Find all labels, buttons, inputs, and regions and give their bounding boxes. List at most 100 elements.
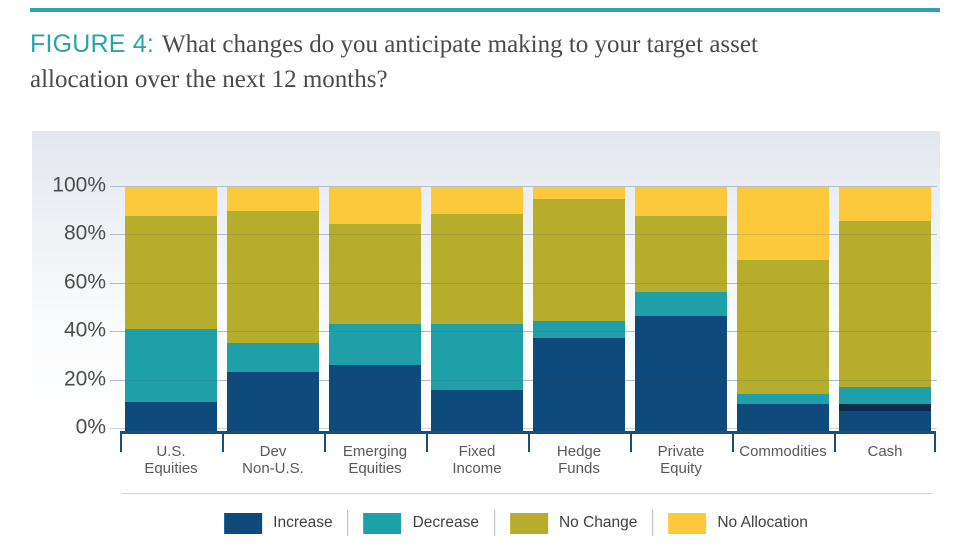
bar-segment-no-allocation — [431, 187, 523, 214]
legend-divider-line — [122, 493, 932, 494]
legend-item-increase: Increase — [224, 512, 333, 534]
category-label: Private Equity — [630, 443, 732, 477]
category-label-line: Hedge — [556, 443, 602, 460]
bar-segment-increase — [635, 316, 727, 431]
chart-legend: Increase Decrease No Change No Allocation — [224, 505, 808, 541]
category-label-line: Income — [452, 460, 502, 477]
legend-label: Increase — [273, 514, 333, 531]
gridline-overlay-100 — [110, 186, 937, 187]
bar-segment-increase — [533, 338, 625, 431]
bar-segment-no-allocation — [125, 187, 217, 217]
x-axis-tick — [834, 431, 836, 452]
gridline-overlay-80 — [110, 234, 937, 236]
figure-label: FIGURE 4: — [30, 30, 155, 58]
category-label-line: Cash — [867, 443, 903, 460]
y-axis-tick-label: 0% — [75, 415, 106, 439]
bar-segment-no-allocation — [839, 187, 931, 222]
gridline-overlay-20 — [110, 379, 937, 381]
category-label-line: Equities — [348, 460, 402, 477]
bar-segment-decrease — [533, 321, 625, 339]
bar-segment-no-change — [737, 260, 829, 395]
gridline-0 — [110, 428, 937, 429]
bar-segment-increase — [329, 365, 421, 431]
legend-swatch — [224, 512, 263, 534]
x-axis-tick — [222, 431, 224, 452]
bar-segment-no-allocation — [329, 187, 421, 224]
category-label-line: Non-U.S. — [242, 460, 304, 477]
bar-segment-increase — [227, 372, 319, 431]
y-axis-tick-label: 100% — [52, 173, 106, 197]
x-axis-tick — [934, 431, 936, 452]
bar-segment-no-allocation — [533, 187, 625, 200]
bar-segment-no-allocation — [635, 187, 727, 217]
legend-separator — [347, 510, 349, 536]
category-label-line: Private — [657, 443, 705, 460]
bar-segment-no-change — [125, 216, 217, 329]
bar-segment-no-change — [635, 216, 727, 292]
bar-segment-no-change — [431, 213, 523, 324]
legend-item-decrease: Decrease — [363, 512, 479, 534]
accent-top-rule — [30, 8, 940, 12]
bar-segment-no-change — [839, 221, 931, 388]
category-label-line: Equities — [144, 460, 198, 477]
y-axis-tick-label: 60% — [63, 270, 106, 294]
x-axis-tick — [120, 431, 122, 452]
y-axis-tick-label: 40% — [63, 318, 106, 342]
x-axis-tick — [732, 431, 734, 452]
category-label-line: Equity — [660, 460, 702, 477]
bar-segment-increase — [737, 404, 829, 431]
bar-segment-decrease — [839, 387, 931, 405]
legend-label: Decrease — [412, 514, 479, 531]
bar-segment-decrease — [227, 343, 319, 373]
legend-item-no-allocation: No Allocation — [668, 512, 808, 534]
bar-segment-cash-dark-band — [839, 404, 931, 412]
category-label: Hedge Funds — [528, 443, 630, 477]
category-label: Fixed Income — [426, 443, 528, 477]
bar-segment-increase — [125, 401, 217, 431]
category-label-line: Funds — [558, 460, 600, 477]
x-axis-tick — [630, 431, 632, 452]
bar-segment-decrease — [737, 394, 829, 405]
figure-title: FIGURE 4: What changes do you anticipate … — [30, 27, 910, 97]
bar-segment-decrease — [329, 323, 421, 366]
title-text-1: What changes do you anticipate making to… — [162, 31, 758, 58]
category-label: U.S. Equities — [120, 443, 222, 477]
legend-swatch — [509, 512, 548, 534]
bar-segment-decrease — [635, 291, 727, 317]
gridline-overlay-60 — [110, 282, 937, 284]
legend-swatch — [363, 512, 402, 534]
x-axis-tick — [528, 431, 530, 452]
bar-segment-no-change — [533, 199, 625, 322]
category-label: Cash — [834, 443, 936, 460]
y-axis-tick-label: 80% — [63, 221, 106, 245]
gridline-60 — [110, 282, 937, 284]
bar-segment-no-allocation — [227, 187, 319, 212]
gridline-20 — [110, 379, 937, 381]
category-label: Dev Non-U.S. — [222, 443, 324, 477]
category-label-line: Emerging — [342, 443, 408, 460]
title-line-1: FIGURE 4: What changes do you anticipate … — [30, 27, 910, 62]
legend-swatch — [668, 512, 707, 534]
x-axis-tick — [426, 431, 428, 452]
gridline-40 — [110, 331, 937, 333]
bar-segment-no-change — [227, 211, 319, 344]
legend-label: No Allocation — [717, 514, 808, 531]
bar-segment-decrease — [431, 323, 523, 390]
bar-segment-no-change — [329, 223, 421, 324]
bar-segment-decrease — [125, 328, 217, 402]
bar-segment-no-allocation — [737, 187, 829, 261]
title-line-2: allocation over the next 12 months? — [30, 66, 388, 93]
legend-separator — [652, 510, 654, 536]
x-axis-tick — [324, 431, 326, 452]
category-label: Commodities — [732, 443, 834, 460]
category-label: Emerging Equities — [324, 443, 426, 477]
category-label-line: Commodities — [739, 443, 827, 460]
legend-separator — [493, 510, 495, 536]
category-label-line: Fixed — [458, 443, 496, 460]
gridline-100 — [110, 186, 937, 187]
category-label-line: U.S. — [156, 443, 186, 460]
legend-label: No Change — [558, 514, 638, 531]
bar-segment-increase — [431, 389, 523, 431]
gridline-overlay-40 — [110, 331, 937, 333]
